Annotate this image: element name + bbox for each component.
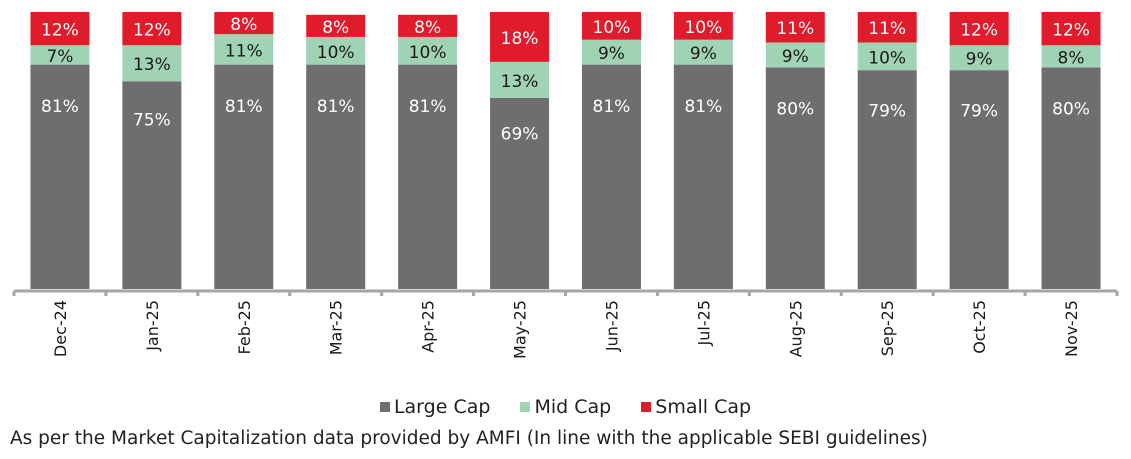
data-label-mid-cap: 9% bbox=[966, 50, 993, 70]
data-label-small-cap: 10% bbox=[593, 18, 631, 38]
x-tick-label: Apr-25 bbox=[419, 300, 438, 353]
bar-segment-small-cap bbox=[581, 12, 641, 40]
data-label-mid-cap: 10% bbox=[868, 48, 906, 68]
data-label-mid-cap: 9% bbox=[690, 44, 717, 64]
data-label-small-cap: 8% bbox=[230, 15, 257, 35]
bar-segment-mid-cap bbox=[122, 45, 182, 82]
x-tick-label: Jul-25 bbox=[694, 300, 713, 346]
legend-label: Large Cap bbox=[393, 396, 491, 418]
bar-segment-large-cap bbox=[30, 64, 90, 289]
bar-segment-mid-cap bbox=[765, 42, 825, 68]
data-label-mid-cap: 13% bbox=[133, 55, 171, 75]
data-label-large-cap: 81% bbox=[684, 97, 722, 117]
data-label-large-cap: 79% bbox=[868, 102, 906, 122]
bar-segment-small-cap bbox=[30, 12, 90, 46]
bar-segment-small-cap bbox=[398, 14, 458, 37]
bar-segment-large-cap bbox=[1041, 67, 1101, 290]
bar-segment-large-cap bbox=[398, 64, 458, 289]
stacked-bar-chart: 81% 7% 12% 75% 13% 12% 81% 11% 8% 81% 10% 8% 81% 10% 8… bbox=[12, 12, 1119, 359]
data-label-large-cap: 69% bbox=[501, 124, 539, 144]
data-label-large-cap: 80% bbox=[776, 99, 814, 119]
bar-segment-mid-cap bbox=[673, 39, 733, 65]
bar-segment-small-cap bbox=[122, 12, 182, 46]
x-axis bbox=[12, 289, 1119, 296]
bar-segment-large-cap bbox=[122, 81, 182, 289]
legend-swatch-large-cap bbox=[379, 402, 390, 412]
legend-item-large-cap: Large Cap bbox=[379, 396, 491, 418]
data-label-mid-cap: 9% bbox=[598, 44, 625, 64]
legend-item-mid-cap: Mid Cap bbox=[520, 396, 611, 418]
x-tick-label: Sep-25 bbox=[878, 300, 897, 356]
data-label-mid-cap: 7% bbox=[46, 47, 73, 67]
data-label-small-cap: 8% bbox=[322, 18, 349, 38]
footnote: As per the Market Capitalization data pr… bbox=[10, 428, 928, 449]
bar-segment-small-cap bbox=[306, 14, 366, 37]
legend: Large Cap Mid Cap Small Cap bbox=[0, 396, 1131, 418]
x-tick-label: Jan-25 bbox=[143, 300, 162, 352]
x-tick-label: Jun-25 bbox=[602, 300, 621, 352]
data-label-small-cap: 12% bbox=[1052, 21, 1090, 41]
bar-segment-large-cap bbox=[581, 64, 641, 289]
x-tick-label: May-25 bbox=[511, 300, 530, 359]
data-label-large-cap: 81% bbox=[409, 97, 447, 117]
legend-label: Mid Cap bbox=[534, 396, 612, 418]
bar-segment-mid-cap bbox=[490, 61, 550, 98]
bar-segment-small-cap bbox=[673, 12, 733, 40]
x-tick-labels: Dec-24 Jan-25 Feb-25 Mar-25 Apr-25 May-25 Jun-… bbox=[51, 300, 1081, 359]
data-label-small-cap: 10% bbox=[684, 18, 722, 38]
data-label-small-cap: 8% bbox=[414, 18, 441, 38]
data-label-mid-cap: 11% bbox=[225, 41, 263, 61]
data-label-large-cap: 79% bbox=[960, 102, 998, 122]
bar-segment-mid-cap bbox=[398, 36, 458, 65]
x-tick-label: Nov-25 bbox=[1062, 300, 1081, 357]
bar-segment-large-cap bbox=[306, 64, 366, 289]
x-tick-label: Dec-24 bbox=[51, 300, 70, 357]
data-label-mid-cap: 13% bbox=[501, 72, 539, 92]
data-label-mid-cap: 8% bbox=[1058, 48, 1085, 68]
x-tick-label: Feb-25 bbox=[235, 300, 254, 354]
bar-segment-mid-cap bbox=[857, 42, 917, 71]
data-label-small-cap: 12% bbox=[41, 21, 79, 41]
legend-label: Small Cap bbox=[655, 396, 752, 418]
bar-segment-small-cap bbox=[490, 12, 550, 62]
legend-swatch-mid-cap bbox=[520, 402, 531, 412]
data-label-small-cap: 12% bbox=[133, 21, 171, 41]
bars-group: 81% 7% 12% 75% 13% 12% 81% 11% 8% 81% 10% 8% 81% 10% 8… bbox=[30, 12, 1101, 290]
bar-segment-small-cap bbox=[949, 12, 1009, 46]
data-label-large-cap: 81% bbox=[593, 97, 631, 117]
data-label-small-cap: 12% bbox=[960, 21, 998, 41]
bar-segment-large-cap bbox=[490, 97, 550, 290]
bar-segment-small-cap bbox=[857, 12, 917, 43]
bar-segment-small-cap bbox=[1041, 12, 1101, 46]
bar-segment-mid-cap bbox=[581, 39, 641, 65]
data-label-large-cap: 80% bbox=[1052, 99, 1090, 119]
data-label-large-cap: 75% bbox=[133, 111, 171, 131]
data-label-large-cap: 81% bbox=[317, 97, 355, 117]
bar-segment-small-cap bbox=[765, 12, 825, 43]
legend-swatch-small-cap bbox=[641, 402, 652, 412]
bar-segment-small-cap bbox=[214, 12, 274, 35]
data-label-large-cap: 81% bbox=[225, 97, 263, 117]
data-label-mid-cap: 10% bbox=[409, 43, 447, 63]
bar-segment-mid-cap bbox=[949, 45, 1009, 71]
data-label-large-cap: 81% bbox=[41, 97, 79, 117]
bar-segment-large-cap bbox=[857, 70, 917, 289]
data-label-small-cap: 18% bbox=[501, 29, 539, 49]
bar-segment-mid-cap bbox=[214, 34, 274, 65]
bar-segment-mid-cap bbox=[30, 45, 90, 65]
data-label-small-cap: 11% bbox=[776, 19, 814, 39]
bar-segment-mid-cap bbox=[306, 36, 366, 65]
bar-segment-mid-cap bbox=[1041, 45, 1101, 68]
x-tick-label: Oct-25 bbox=[970, 300, 989, 354]
data-label-mid-cap: 10% bbox=[317, 43, 355, 63]
x-tick-label: Aug-25 bbox=[786, 300, 805, 357]
data-label-small-cap: 11% bbox=[868, 19, 906, 39]
bar-segment-large-cap bbox=[949, 70, 1009, 289]
bar-segment-large-cap bbox=[765, 67, 825, 290]
bar-segment-large-cap bbox=[214, 64, 274, 289]
bar-segment-large-cap bbox=[673, 64, 733, 289]
x-tick-label: Mar-25 bbox=[327, 300, 346, 355]
legend-item-small-cap: Small Cap bbox=[641, 396, 751, 418]
data-label-mid-cap: 9% bbox=[782, 47, 809, 67]
